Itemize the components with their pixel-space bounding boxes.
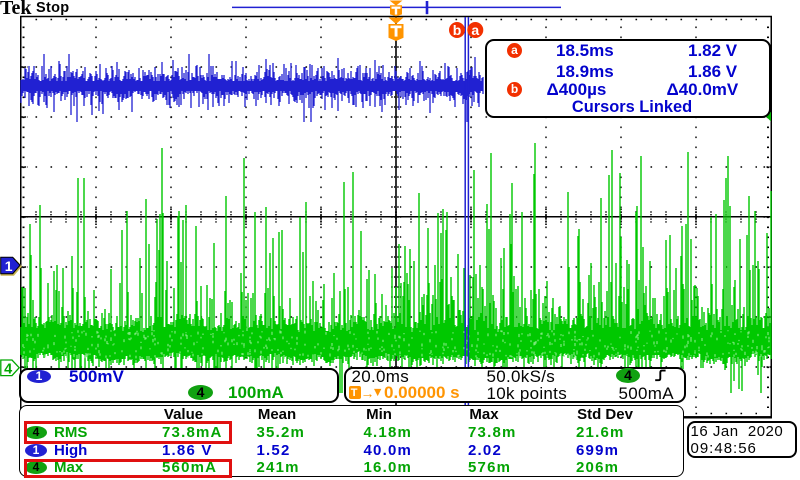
- svg-text:b: b: [453, 22, 462, 38]
- svg-text:4: 4: [4, 361, 12, 377]
- svg-text:1: 1: [5, 258, 13, 274]
- svg-text:a: a: [471, 22, 479, 38]
